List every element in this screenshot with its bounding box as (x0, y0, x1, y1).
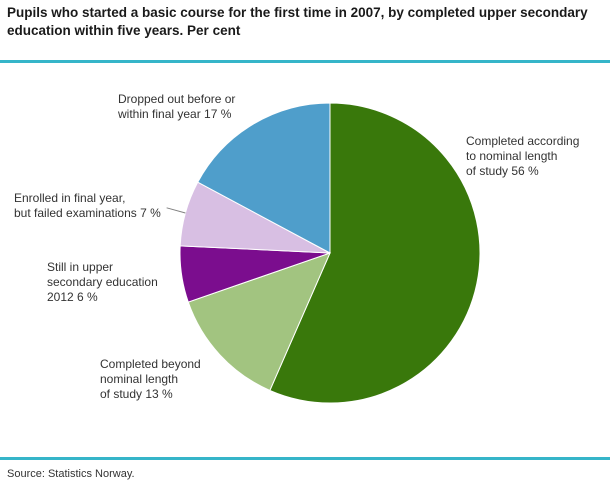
top-divider (0, 60, 610, 63)
leader-line-3 (166, 207, 186, 214)
pie-slice-0 (269, 102, 481, 404)
pie-slice-1 (187, 252, 331, 392)
slice-label-completed-beyond: Completed beyond nominal length of study… (100, 357, 201, 401)
pie-slice-4 (197, 102, 331, 254)
bottom-divider (0, 457, 610, 460)
slice-label-completed-nominal: Completed according to nominal length of… (466, 134, 580, 178)
slice-label-dropped-out: Dropped out before or within final year … (118, 92, 236, 121)
slice-label-still-in-education: Still in upper secondary education 2012 … (47, 260, 158, 304)
source-text: Source: Statistics Norway. (7, 468, 135, 480)
page-title: Pupils who started a basic course for th… (7, 5, 588, 39)
slice-label-enrolled-failed: Enrolled in final year, but failed exami… (14, 191, 161, 220)
